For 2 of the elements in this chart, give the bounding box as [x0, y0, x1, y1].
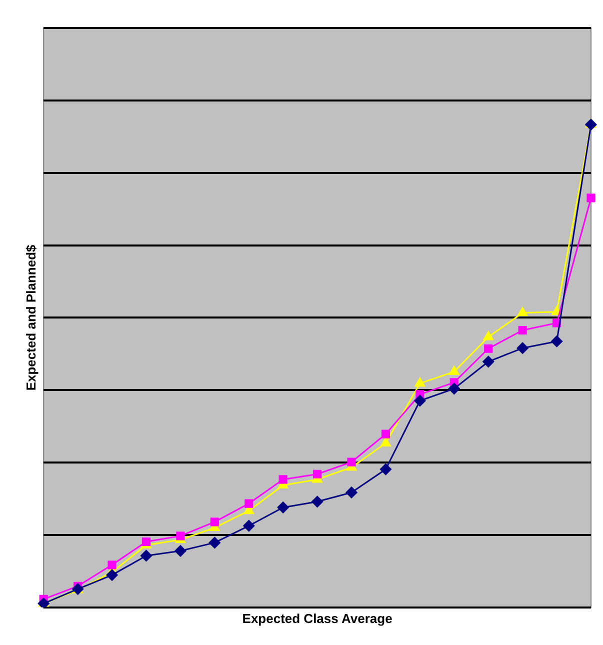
x-axis-title: Expected Class Average	[242, 610, 392, 626]
y-axis-title: Expected and Planned$	[23, 244, 38, 391]
